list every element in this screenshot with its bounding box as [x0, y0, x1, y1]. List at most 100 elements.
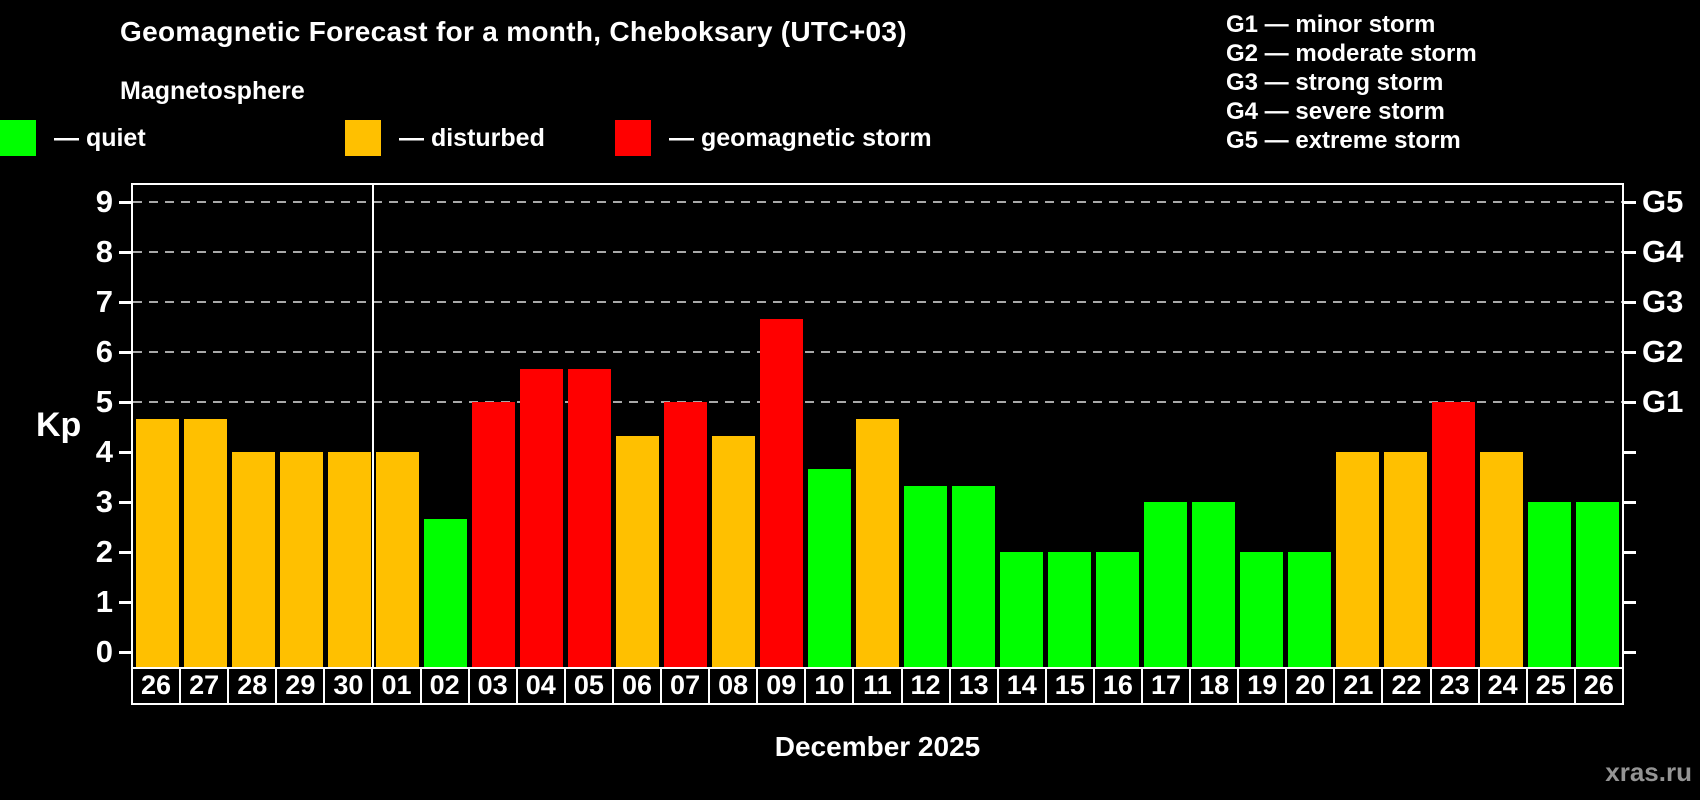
y-tick-label: 8	[95, 234, 113, 269]
kp-bar-day-09	[759, 318, 803, 667]
day-label-cell: 10	[804, 667, 855, 705]
gridline-kp7	[133, 301, 1622, 303]
kp-bar-day-06	[615, 435, 659, 667]
day-label-cell: 24	[1477, 667, 1528, 705]
kp-bar-day-07	[663, 402, 707, 667]
y-tick-label: 3	[95, 484, 113, 519]
g-axis-label-G3: G3	[1642, 284, 1684, 319]
kp-bar-day-29	[279, 452, 323, 667]
g-scale-line: G2 — moderate storm	[1226, 40, 1477, 67]
storm-swatch-icon	[615, 120, 651, 156]
kp-bar-day-16	[1096, 552, 1140, 667]
right-axis-tick	[1624, 351, 1636, 354]
kp-bar-day-20	[1288, 552, 1332, 667]
day-label-cell: 02	[419, 667, 470, 705]
g-axis-label-G2: G2	[1642, 334, 1684, 369]
y-tick-label: 4	[95, 434, 113, 469]
day-label-cell: 08	[708, 667, 759, 705]
y-axis-tick	[119, 451, 131, 454]
day-label-cell: 09	[756, 667, 807, 705]
gridline-kp5	[133, 401, 1622, 403]
kp-bar-day-18	[1192, 502, 1236, 667]
kp-axis-label: Kp	[36, 406, 82, 444]
y-axis-tick	[119, 351, 131, 354]
kp-bar-day-28	[231, 452, 275, 667]
kp-bar-day-12	[904, 485, 948, 667]
day-label-cell: 29	[275, 667, 326, 705]
page-title: Geomagnetic Forecast for a month, Chebok…	[120, 16, 907, 47]
y-tick-label: 6	[95, 334, 113, 369]
y-axis-tick	[119, 301, 131, 304]
kp-bar-day-22	[1384, 452, 1428, 667]
right-axis-tick	[1624, 551, 1636, 554]
watermark-xras: xras.ru	[1605, 757, 1692, 787]
y-axis-tick	[119, 551, 131, 554]
day-label-cell: 04	[515, 667, 566, 705]
day-label-cell: 30	[323, 667, 374, 705]
day-label-cell: 07	[660, 667, 711, 705]
kp-bar-day-08	[711, 435, 755, 667]
g-scale-line: G3 — strong storm	[1226, 69, 1444, 96]
kp-bar-day-19	[1240, 552, 1284, 667]
kp-bar-day-02	[423, 518, 467, 667]
month-separator-line	[372, 185, 375, 667]
day-label-cell: 20	[1285, 667, 1336, 705]
day-label-cell: 05	[563, 667, 614, 705]
day-label-cell: 27	[179, 667, 230, 705]
y-axis-tick	[119, 401, 131, 404]
disturbed-swatch-icon	[345, 120, 381, 156]
x-axis-title: December 2025	[774, 731, 981, 762]
page-subtitle: Magnetosphere	[120, 77, 305, 105]
kp-bar-day-01	[375, 452, 419, 667]
right-axis-tick	[1624, 501, 1636, 504]
day-label-cell: 15	[1044, 667, 1095, 705]
day-label-cell: 25	[1525, 667, 1576, 705]
y-tick-label: 5	[95, 384, 113, 419]
legend-item-storm: — geomagnetic storm	[615, 120, 932, 156]
y-tick-label: 7	[95, 284, 113, 319]
y-tick-label: 1	[95, 584, 113, 619]
kp-bar-day-23	[1432, 402, 1476, 667]
day-label-cell: 26	[1573, 667, 1624, 705]
day-label-cell: 21	[1333, 667, 1384, 705]
kp-bar-day-11	[855, 418, 899, 667]
quiet-swatch-icon	[0, 120, 36, 156]
y-tick-label: 9	[95, 184, 113, 219]
y-tick-label: 2	[95, 534, 113, 569]
kp-bar-day-27	[183, 418, 227, 667]
right-axis-tick	[1624, 651, 1636, 654]
g-scale-line: G1 — minor storm	[1226, 11, 1436, 38]
kp-bar-day-21	[1336, 452, 1380, 667]
g-axis-label-G5: G5	[1642, 184, 1684, 219]
kp-bar-day-26	[135, 418, 179, 667]
day-label-cell: 11	[852, 667, 903, 705]
kp-bar-day-30	[327, 452, 371, 667]
right-axis-tick	[1624, 301, 1636, 304]
day-label-cell: 17	[1140, 667, 1192, 705]
kp-bar-day-04	[519, 368, 563, 667]
y-tick-label: 0	[95, 634, 113, 669]
right-axis-tick	[1624, 251, 1636, 254]
kp-bar-day-24	[1480, 452, 1524, 667]
kp-bar-day-25	[1528, 502, 1572, 667]
y-axis-tick	[119, 251, 131, 254]
day-label-cell: 23	[1429, 667, 1480, 705]
day-label-cell: 19	[1237, 667, 1288, 705]
legend-item-label: — disturbed	[399, 123, 545, 152]
legend-item-label: — geomagnetic storm	[669, 123, 932, 152]
day-label-cell: 18	[1189, 667, 1240, 705]
y-axis-tick	[119, 651, 131, 654]
g-axis-label-G1: G1	[1642, 384, 1684, 419]
y-axis-tick	[119, 201, 131, 204]
g-scale-legend: G1 — minor storm G2 — moderate storm G3 — …	[1226, 10, 1477, 155]
right-axis-tick	[1624, 601, 1636, 604]
kp-bar-day-14	[1000, 552, 1044, 667]
kp-bar-day-05	[567, 368, 611, 667]
gridline-kp9	[133, 201, 1622, 203]
gridline-kp8	[133, 251, 1622, 253]
right-axis-tick	[1624, 451, 1636, 454]
kp-bar-day-15	[1048, 552, 1092, 667]
day-label-cell: 26	[131, 667, 182, 705]
day-axis-row: 26 27 28 29 30 01 02 03 04 05 06 07 08 09 10 11 12 13 14 15…	[131, 667, 1624, 705]
kp-bar-day-03	[471, 402, 515, 667]
